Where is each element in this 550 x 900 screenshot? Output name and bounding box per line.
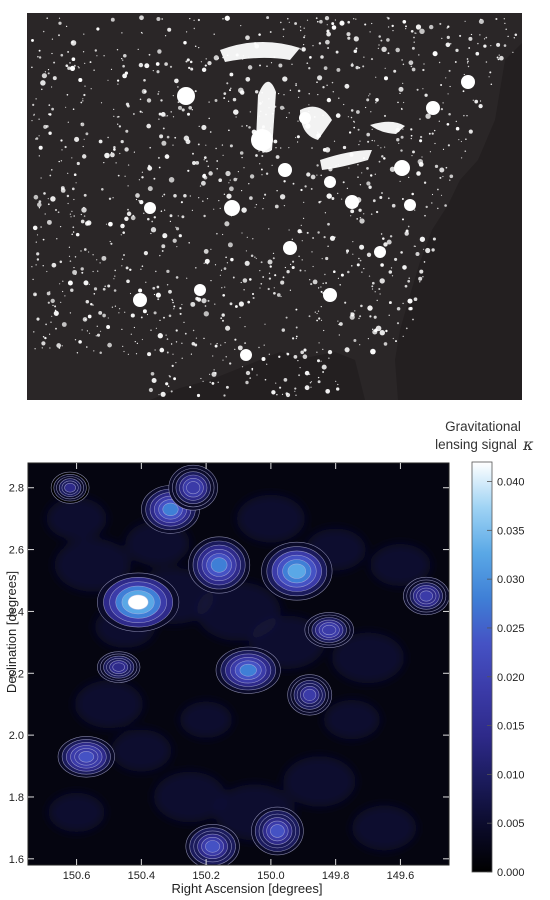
y-axis-ticks: 1.6 1.8 2.0 2.2 2.4 2.6 2.8	[9, 483, 449, 866]
x-tick-label: 149.8	[322, 870, 350, 882]
photo-metro-light	[278, 163, 292, 177]
kappa-peak	[403, 576, 449, 616]
y-tick-label: 2.4	[9, 606, 24, 618]
photo-metro-light	[461, 75, 475, 89]
x-axis-title: Right Ascension [degrees]	[171, 881, 322, 896]
kappa-peak	[185, 824, 240, 865]
photo-metro-light	[299, 112, 311, 124]
photo-metro-light	[224, 200, 240, 216]
photo-metro-light	[324, 176, 336, 188]
y-tick-label: 2.8	[9, 483, 24, 495]
photo-metro-light	[404, 199, 416, 211]
kappa-noise	[46, 494, 431, 851]
photo-metro-light	[345, 195, 359, 209]
colorbar-tick-label: 0.025	[497, 623, 525, 635]
photo-metro-light	[251, 129, 273, 151]
y-tick-label: 1.6	[9, 854, 24, 866]
colorbar-tick-label: 0.005	[497, 818, 525, 830]
kappa-peak	[215, 646, 281, 694]
colorbar-ticks: 0.000 0.005 0.010 0.015 0.020 0.025 0.030 0.035…	[487, 477, 525, 879]
photo-metro-light	[194, 284, 206, 296]
y-tick-label: 2.0	[9, 730, 24, 742]
kappa-field	[46, 464, 449, 865]
plot-frame	[27, 462, 450, 866]
colorbar-tick-label: 0.020	[497, 672, 525, 684]
kappa-peak	[50, 471, 90, 504]
kappa-peak	[97, 572, 180, 632]
colorbar-tick-label: 0.000	[497, 867, 525, 879]
colorbar-tick-label: 0.040	[497, 477, 525, 489]
photo-lake-superior	[220, 41, 300, 62]
photo-land	[27, 13, 522, 400]
photo-metro-light	[426, 101, 440, 115]
x-tick-label: 150.0	[257, 870, 285, 882]
x-tick-label: 150.6	[63, 870, 91, 882]
colorbar-tick-label: 0.015	[497, 721, 525, 733]
colorbar-tick-label: 0.035	[497, 525, 525, 537]
colorbar-title: Gravitational lensing signal κ	[435, 419, 534, 454]
y-tick-label: 1.8	[9, 792, 24, 804]
photo-metro-light	[240, 349, 252, 361]
photo-metro-light	[323, 288, 337, 302]
night-lights-photo	[27, 13, 522, 400]
colorbar-kappa-symbol: κ	[522, 435, 534, 454]
photo-lake-erie	[320, 150, 372, 170]
x-axis-ticks: 150.6 150.4 150.2 150.0 149.8 149.6	[63, 463, 414, 882]
kappa-peak	[304, 612, 354, 648]
photo-metro-light	[144, 202, 156, 214]
photo-city-lights	[31, 15, 518, 398]
y-axis-title: Declination [degrees]	[4, 571, 19, 693]
kappa-peak	[57, 736, 115, 778]
colorbar-title-line1: Gravitational	[445, 419, 521, 434]
kappa-peak	[188, 536, 251, 594]
x-tick-label: 150.4	[128, 870, 156, 882]
photo-metro-light	[177, 87, 195, 105]
photo-metro-light	[283, 241, 297, 255]
kappa-peak	[287, 674, 333, 716]
kappa-peak	[251, 806, 304, 856]
kappa-peak	[141, 485, 200, 534]
plot-background	[28, 463, 449, 865]
photo-metro-light	[133, 293, 147, 307]
kappa-peak	[168, 464, 218, 511]
colorbar-tick-label: 0.030	[497, 574, 525, 586]
x-tick-label: 150.2	[192, 870, 220, 882]
y-tick-label: 2.6	[9, 545, 24, 557]
kappa-peak	[97, 651, 141, 683]
photo-metro-light	[374, 246, 386, 258]
colorbar-tick-label: 0.010	[497, 769, 525, 781]
kappa-peak	[261, 541, 333, 601]
x-tick-label: 149.6	[387, 870, 415, 882]
photo-metro-light	[394, 160, 410, 176]
colorbar-title-line2: lensing signal	[435, 437, 517, 452]
colorbar-bar	[471, 461, 493, 873]
y-tick-label: 2.2	[9, 668, 24, 680]
